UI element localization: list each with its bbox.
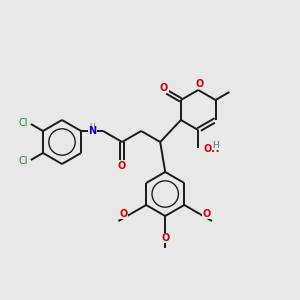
Text: Cl: Cl (18, 118, 28, 128)
Text: O: O (119, 209, 128, 219)
Text: O: O (160, 83, 168, 93)
Text: O: O (118, 161, 126, 171)
Text: H: H (89, 122, 95, 131)
Text: O: O (161, 233, 169, 243)
Text: OH: OH (203, 144, 220, 154)
Text: N: N (88, 126, 96, 136)
Text: O: O (203, 209, 211, 219)
Text: H: H (212, 140, 219, 149)
Text: O: O (195, 79, 203, 89)
Text: Cl: Cl (18, 156, 28, 166)
